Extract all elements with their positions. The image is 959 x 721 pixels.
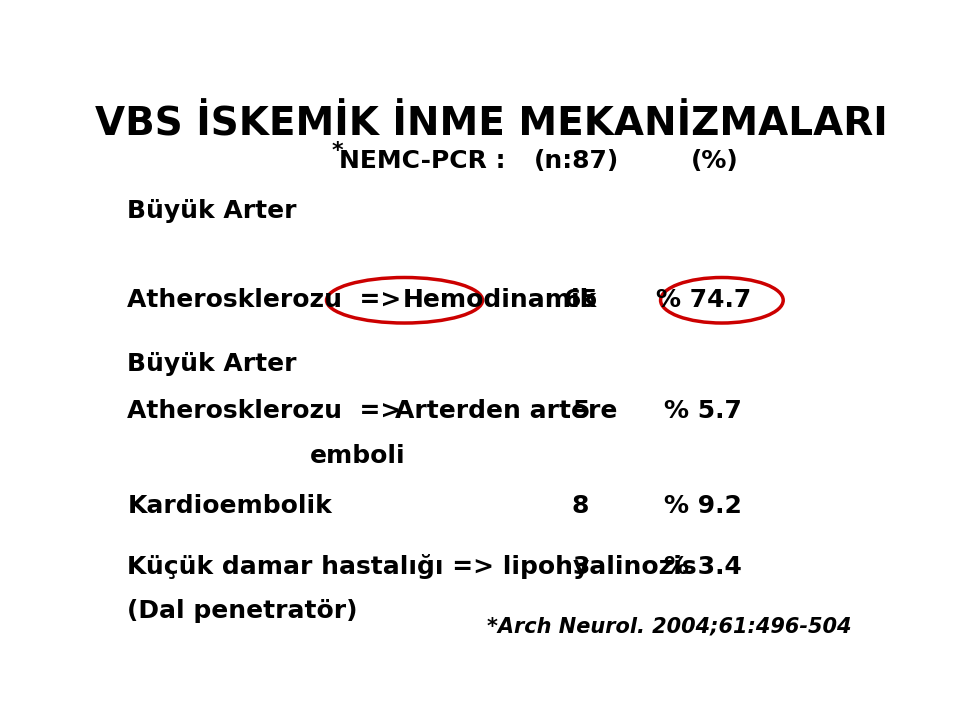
Text: Büyük Arter: Büyük Arter	[128, 352, 296, 376]
Text: Kardioembolik: Kardioembolik	[128, 494, 332, 518]
Text: % 74.7: % 74.7	[656, 288, 751, 312]
Text: Büyük Arter: Büyük Arter	[128, 200, 296, 224]
Text: Atherosklerozu  =>: Atherosklerozu =>	[128, 399, 402, 423]
Text: % 9.2: % 9.2	[665, 494, 742, 518]
Text: NEMC-PCR :: NEMC-PCR :	[339, 149, 505, 174]
Text: (Dal penetratör): (Dal penetratör)	[128, 599, 358, 623]
Text: (%): (%)	[690, 149, 738, 174]
Text: Hemodinamik: Hemodinamik	[403, 288, 596, 312]
Text: Küçük damar hastalığı => lipohyalinozis: Küçük damar hastalığı => lipohyalinozis	[128, 554, 697, 579]
Text: VBS İSKEMİK İNME MEKANİZMALARI: VBS İSKEMİK İNME MEKANİZMALARI	[95, 106, 888, 144]
Text: Atherosklerozu  =>: Atherosklerozu =>	[128, 288, 402, 312]
Text: Arterden artere: Arterden artere	[395, 399, 618, 423]
Text: % 3.4: % 3.4	[665, 554, 742, 579]
Text: *Arch Neurol. 2004;61:496-504: *Arch Neurol. 2004;61:496-504	[487, 616, 852, 636]
Text: (n:87): (n:87)	[534, 149, 620, 174]
Text: 65: 65	[563, 288, 598, 312]
Text: 8: 8	[572, 494, 590, 518]
Text: *: *	[332, 141, 343, 162]
Text: 5: 5	[572, 399, 590, 423]
Text: 3: 3	[572, 554, 590, 579]
Text: emboli: emboli	[310, 443, 406, 468]
Text: % 5.7: % 5.7	[665, 399, 742, 423]
